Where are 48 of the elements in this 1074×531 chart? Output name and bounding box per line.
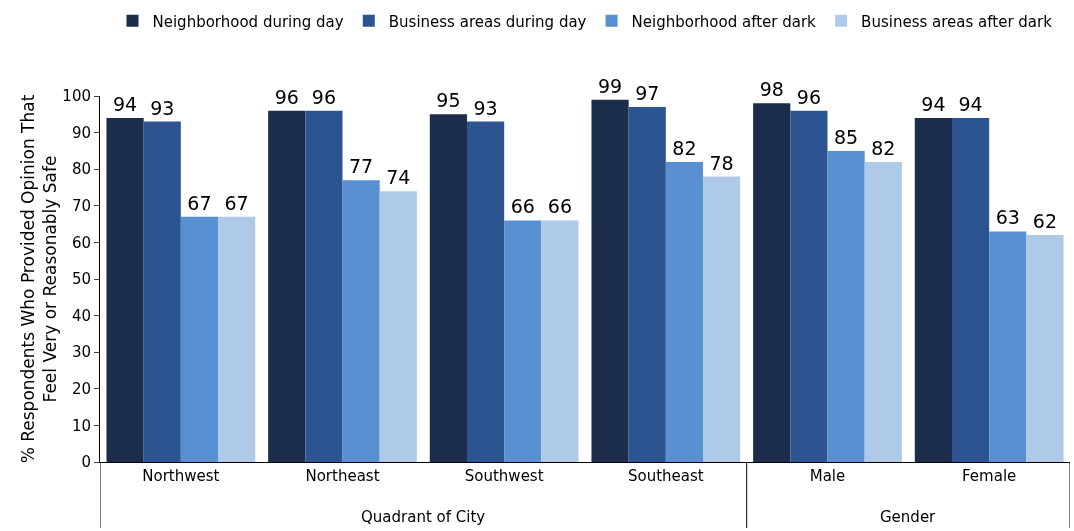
data-label: 94 (112, 92, 138, 115)
data-label: 74 (386, 166, 411, 189)
legend-label: Neighborhood after dark (631, 12, 817, 31)
data-label: 85 (834, 125, 859, 148)
data-label: 67 (224, 191, 249, 214)
data-label: 95 (436, 89, 461, 112)
x-tick-label: Northeast (305, 467, 380, 485)
y-tick-label: 40 (71, 306, 91, 325)
x-tick-label: Northwest (142, 467, 220, 485)
data-label: 96 (796, 85, 821, 108)
data-label: 94 (921, 92, 946, 115)
data-label: 63 (995, 206, 1020, 229)
data-label: 99 (597, 74, 623, 97)
data-label: 66 (510, 195, 535, 218)
data-label: 82 (871, 136, 896, 159)
data-label: 62 (1032, 210, 1058, 233)
data-label: 77 (349, 155, 374, 178)
legend-label: Business areas after dark (861, 12, 1053, 31)
text: Quadrant of City (361, 508, 486, 526)
y-tick-label: 30 (71, 343, 91, 362)
x-tick-label: Male (809, 467, 846, 485)
legend-label: Neighborhood during day (152, 12, 344, 31)
legend-label: Business areas during day (388, 12, 587, 31)
y-tick-label: 20 (71, 380, 91, 399)
data-label: 67 (187, 191, 212, 214)
data-label: 78 (709, 151, 734, 174)
y-tick-label: 70 (71, 197, 91, 216)
y-tick-label: 60 (71, 233, 91, 252)
data-label: 93 (150, 96, 175, 119)
x-tick-label: Southwest (464, 467, 544, 485)
y-axis-title: % Respondents Who Provided Opinion That Feel Very or Reasonably Safe (18, 94, 61, 464)
data-label: 96 (274, 85, 299, 108)
y-tick-label: 100 (62, 87, 91, 106)
data-label: 93 (473, 96, 498, 119)
x-tick-label: Southeast (627, 467, 704, 485)
y-tick-label: 90 (71, 123, 91, 142)
y-tick-label: 0 (81, 453, 91, 472)
y-tick-label: 50 (71, 270, 91, 289)
data-label: 96 (311, 85, 336, 108)
data-label: 98 (759, 78, 784, 101)
x-tick-label: Female (962, 467, 1017, 485)
data-label: 94 (958, 92, 983, 115)
y-tick-label: 80 (71, 160, 91, 179)
data-label: 66 (547, 195, 573, 218)
data-label: 97 (635, 81, 660, 104)
data-label: 82 (672, 136, 697, 159)
y-tick-label: 10 (71, 416, 91, 435)
text: Gender (880, 508, 937, 526)
